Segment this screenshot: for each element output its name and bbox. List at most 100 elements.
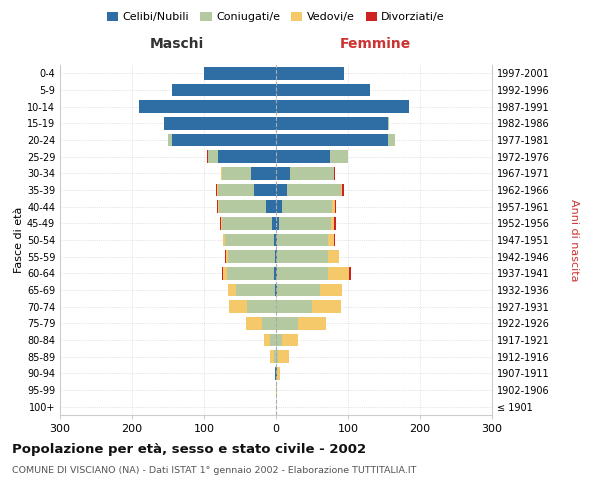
Bar (222, 167, 251, 179)
Bar (272, 217, 276, 230)
Bar (227, 267, 274, 280)
Bar (225, 250, 226, 263)
Bar (276, 384, 277, 396)
Bar (226, 250, 228, 263)
Bar (246, 317, 262, 330)
Bar (334, 234, 335, 246)
Bar (331, 217, 334, 230)
Bar (334, 167, 335, 179)
Bar (277, 284, 320, 296)
Bar (298, 317, 326, 330)
Bar (276, 367, 277, 380)
Bar (254, 184, 276, 196)
Bar (270, 350, 274, 363)
Bar (265, 334, 270, 346)
Bar (276, 184, 287, 196)
Bar (328, 267, 349, 280)
Bar (276, 117, 388, 130)
Bar (276, 150, 330, 163)
Bar (225, 234, 274, 246)
Bar (349, 267, 351, 280)
Bar (229, 300, 247, 313)
Text: Femmine: Femmine (340, 37, 411, 51)
Bar (338, 250, 340, 263)
Bar (172, 134, 276, 146)
Bar (275, 367, 276, 380)
Bar (276, 67, 344, 80)
Bar (221, 167, 222, 179)
Bar (218, 184, 254, 196)
Bar (282, 334, 298, 346)
Bar (332, 200, 335, 213)
Bar (290, 167, 334, 179)
Bar (276, 217, 279, 230)
Bar (276, 134, 388, 146)
Bar (222, 217, 272, 230)
Bar (276, 350, 278, 363)
Bar (274, 350, 276, 363)
Bar (207, 150, 208, 163)
Bar (222, 267, 223, 280)
Bar (218, 200, 219, 213)
Bar (221, 217, 222, 230)
Bar (276, 267, 277, 280)
Bar (276, 284, 277, 296)
Bar (275, 284, 276, 296)
Bar (277, 267, 328, 280)
Bar (228, 284, 229, 296)
Bar (218, 150, 276, 163)
Bar (270, 334, 276, 346)
Bar (276, 300, 312, 313)
Bar (204, 67, 276, 80)
Y-axis label: Fasce di età: Fasce di età (14, 207, 24, 273)
Bar (219, 200, 266, 213)
Bar (208, 150, 218, 163)
Legend: Celibi/Nubili, Coniugati/e, Vedovi/e, Divorziati/e: Celibi/Nubili, Coniugati/e, Vedovi/e, Di… (103, 8, 449, 27)
Bar (278, 350, 289, 363)
Bar (388, 134, 395, 146)
Bar (223, 234, 225, 246)
Bar (215, 184, 217, 196)
Bar (277, 367, 280, 380)
Bar (276, 334, 282, 346)
Text: COMUNE DI VISCIANO (NA) - Dati ISTAT 1° gennaio 2002 - Elaborazione TUTTITALIA.I: COMUNE DI VISCIANO (NA) - Dati ISTAT 1° … (12, 466, 416, 475)
Bar (223, 267, 227, 280)
Bar (330, 150, 348, 163)
Bar (164, 117, 276, 130)
Bar (217, 200, 218, 213)
Bar (276, 200, 282, 213)
Bar (334, 217, 336, 230)
Bar (320, 284, 341, 296)
Bar (139, 100, 276, 113)
Bar (236, 284, 275, 296)
Bar (388, 117, 389, 130)
Bar (277, 250, 328, 263)
Bar (247, 300, 276, 313)
Bar (282, 200, 332, 213)
Bar (251, 167, 276, 179)
Bar (217, 184, 218, 196)
Bar (276, 250, 277, 263)
Bar (266, 200, 276, 213)
Bar (274, 267, 276, 280)
Bar (220, 217, 221, 230)
Bar (276, 234, 277, 246)
Bar (335, 200, 337, 213)
Bar (342, 184, 344, 196)
Text: Maschi: Maschi (149, 37, 204, 51)
Bar (228, 250, 275, 263)
Bar (172, 84, 276, 96)
Bar (262, 317, 276, 330)
Bar (277, 234, 328, 246)
Bar (328, 234, 334, 246)
Bar (168, 134, 172, 146)
Bar (276, 167, 290, 179)
Bar (275, 250, 276, 263)
Bar (312, 300, 341, 313)
Bar (341, 184, 342, 196)
Bar (274, 234, 276, 246)
Bar (328, 250, 338, 263)
Y-axis label: Anni di nascita: Anni di nascita (569, 198, 579, 281)
Text: Popolazione per età, sesso e stato civile - 2002: Popolazione per età, sesso e stato civil… (12, 442, 366, 456)
Bar (276, 100, 409, 113)
